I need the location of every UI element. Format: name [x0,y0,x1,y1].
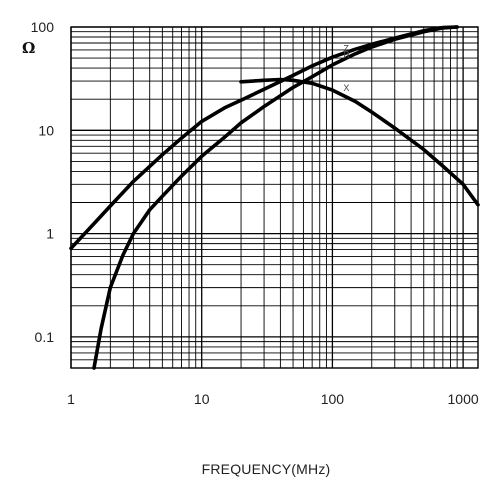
y-tick-labels: 0.1 1 10 100 [31,19,55,345]
y-tick-label: 1 [46,226,54,242]
x-axis-title: FREQUENCY(MHz) [202,461,331,477]
series-label-x: X [343,83,349,93]
y-tick-label: 0.1 [35,329,55,345]
curve-labels: ZR X [343,43,350,93]
y-tick-label: 100 [31,19,55,35]
y-axis-unit-label: Ω [22,39,35,57]
x-tick-label: 1 [67,391,75,407]
series-label-r: R [343,50,350,60]
series-line-x [239,77,480,207]
x-tick-label: 10 [194,391,210,407]
curves [69,25,480,370]
plot-frame [70,26,479,369]
series-label-z: Z [343,43,349,53]
x-tick-label: 100 [321,391,345,407]
x-tick-labels: 1 10 100 1000 [67,391,479,407]
x-tick-label: 1000 [448,391,479,407]
y-tick-label: 10 [38,122,54,138]
series-line-r [92,25,459,370]
